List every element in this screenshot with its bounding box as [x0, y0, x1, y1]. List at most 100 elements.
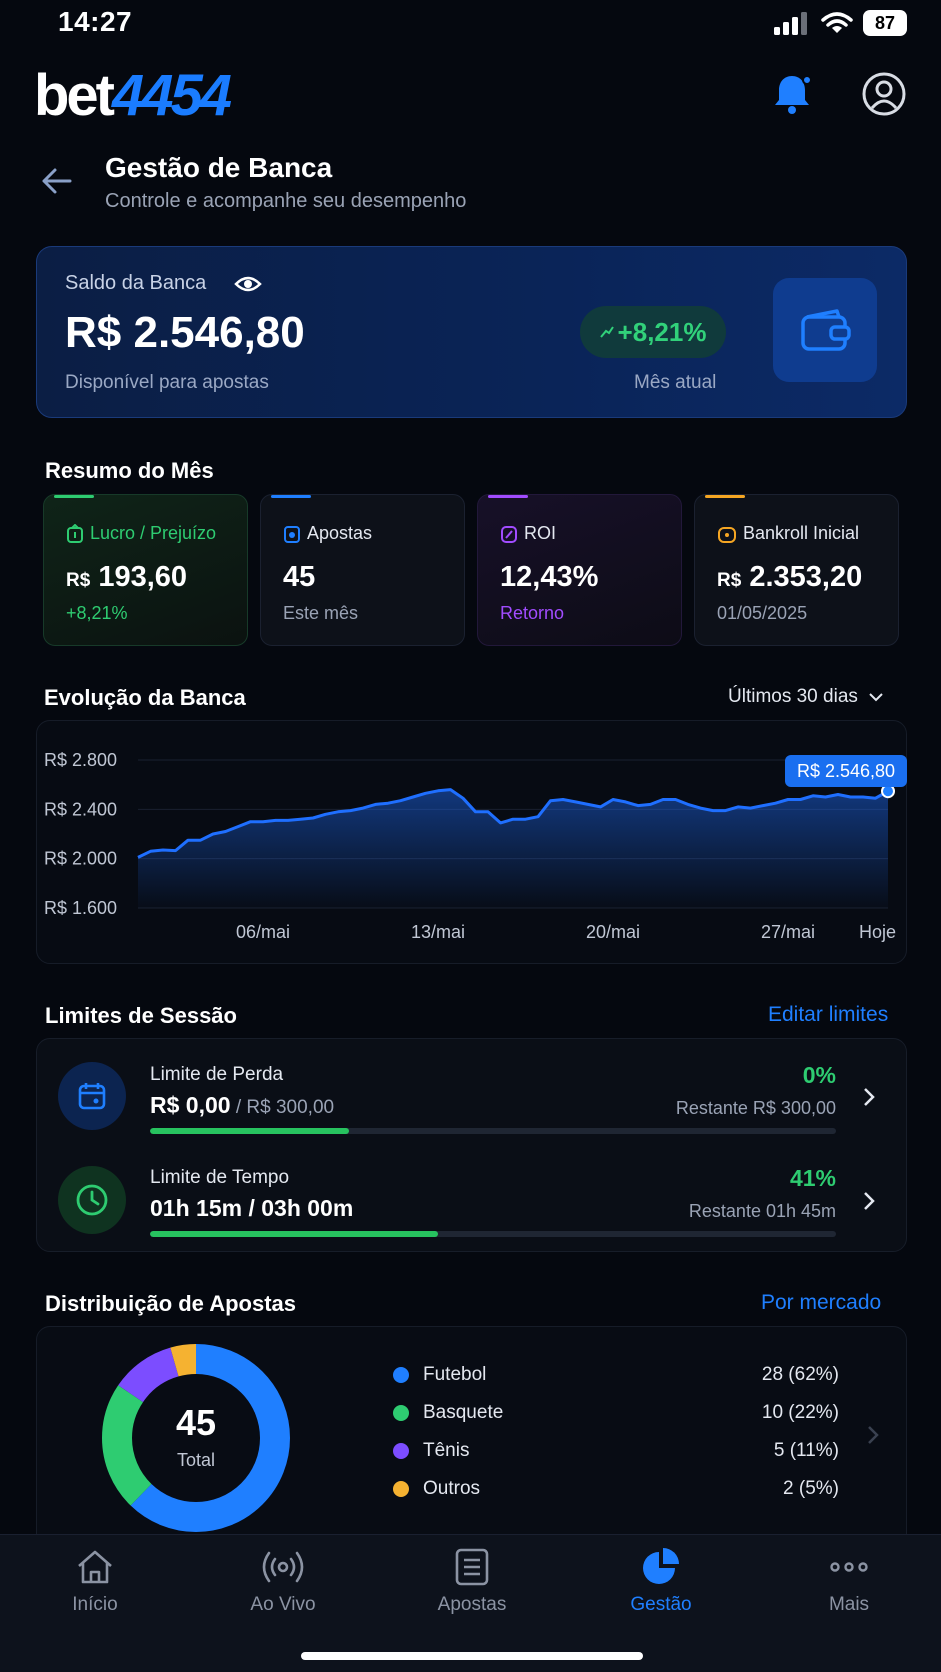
time-limit-progress-fill [150, 1231, 439, 1237]
series-area [138, 789, 888, 908]
x-tick-label: 13/mai [411, 922, 465, 942]
stat-foot: Retorno [500, 603, 565, 623]
series-line [137, 788, 889, 859]
legend-dot [393, 1481, 409, 1497]
wallet-button[interactable] [773, 278, 877, 382]
back-button[interactable] [40, 166, 74, 196]
signal-icon [774, 12, 807, 35]
eye-icon [234, 276, 262, 292]
stat-label: Bankroll Inicial [717, 523, 859, 544]
wallet-icon [801, 309, 851, 351]
legend-row: Futebol 28 (62%) [393, 1360, 839, 1390]
stat-card-bets[interactable]: Apostas 45 Este mês [260, 494, 465, 646]
legend-value: 2 (5%) [783, 1478, 839, 1499]
balance-available-label: Disponível para apostas [65, 372, 269, 393]
piggy-bank-icon [718, 526, 736, 543]
pie-chart-icon [643, 1548, 679, 1584]
profile-button[interactable] [862, 72, 906, 116]
donut-total-label: Total [176, 1450, 216, 1470]
stat-card-profit[interactable]: Lucro / Prejuízo R$ 193,60 +8,21% [43, 494, 248, 646]
time-limit-chevron[interactable] [862, 1190, 876, 1212]
range-selector[interactable]: Últimos 30 dias [728, 686, 884, 708]
nav-bets[interactable]: Apostas [397, 1548, 547, 1616]
brand-logo[interactable]: bet4454 [34, 62, 232, 129]
legend-name: Futebol [423, 1364, 487, 1385]
status-time: 14:27 [58, 6, 133, 37]
legend-value: 28 (62%) [761, 1364, 839, 1385]
x-tick-label: 06/mai [236, 922, 290, 942]
target-icon [501, 525, 517, 543]
page-title: Gestão de Banca [105, 152, 333, 183]
currency-symbol: R$ [717, 570, 742, 591]
nav-management[interactable]: Gestão [586, 1548, 736, 1616]
chevron-right-icon [864, 1088, 875, 1106]
stat-card-bankroll[interactable]: Bankroll Inicial R$ 2.353,20 01/05/2025 [694, 494, 899, 646]
donut-slice [102, 1344, 290, 1532]
legend-dot [393, 1405, 409, 1421]
nav-label: Ao Vivo [250, 1594, 316, 1615]
time-limit-icon-wrap [58, 1166, 126, 1234]
toggle-balance-visibility[interactable] [234, 272, 262, 296]
nav-home[interactable]: Início [20, 1548, 170, 1616]
nav-more[interactable]: Mais [774, 1548, 924, 1616]
chevron-right-icon [864, 1192, 875, 1210]
legend-row: Tênis 5 (11%) [393, 1436, 839, 1466]
loss-limit-progress [150, 1128, 836, 1134]
time-limit-title: Limite de Tempo [150, 1167, 290, 1188]
balance-period: Mês atual [634, 372, 717, 393]
donut-slice [102, 1344, 290, 1532]
loss-limit-title: Limite de Perda [150, 1064, 284, 1085]
ticket-icon [284, 525, 300, 543]
legend-name: Outros [423, 1478, 481, 1499]
notifications-button[interactable] [770, 72, 814, 116]
x-tick-label: 20/mai [586, 922, 640, 942]
stat-value: R$ 193,60 [66, 561, 187, 594]
logo-part-2: 4454 [112, 63, 232, 128]
time-limit-progress [150, 1231, 836, 1237]
trend-up-icon [599, 326, 614, 338]
currency-symbol: R$ [66, 570, 91, 591]
summary-title: Resumo do Mês [45, 458, 214, 483]
user-icon [862, 72, 906, 116]
status-icons: 87 [773, 10, 907, 36]
stat-foot: +8,21% [66, 603, 128, 623]
nav-live[interactable]: Ao Vivo [208, 1548, 358, 1616]
card-accent [271, 495, 311, 498]
loss-limit-progress-fill [150, 1128, 349, 1134]
balance-change-value: +8,21% [617, 316, 707, 347]
stat-label-text: Lucro / Prejuízo [90, 523, 217, 543]
distribution-chevron[interactable] [866, 1424, 880, 1446]
time-limit-percent: 41% [789, 1165, 836, 1191]
loss-limit-current: R$ 0,00 [150, 1092, 231, 1118]
stat-foot: 01/05/2025 [717, 603, 808, 623]
stat-label: Apostas [283, 523, 372, 544]
loss-limit-value: R$ 0,00 / R$ 300,00 [150, 1092, 334, 1119]
loss-limit-chevron[interactable] [862, 1086, 876, 1108]
loss-limit-max: / R$ 300,00 [230, 1097, 335, 1118]
evolution-chart: R$ 2.800 R$ 2.400 R$ 2.000 R$ 1.600 06/mai 13… [44, 750, 896, 942]
stat-label-text: Bankroll Inicial [743, 523, 860, 543]
card-accent [54, 495, 94, 498]
nav-label: Gestão [630, 1594, 692, 1615]
by-market-link[interactable]: Por mercado [761, 1291, 882, 1314]
clock-icon [76, 1184, 108, 1216]
legend-row: Outros 2 (5%) [393, 1474, 839, 1504]
legend-value: 5 (11%) [773, 1440, 839, 1461]
edit-limits-link[interactable]: Editar limites [768, 1003, 889, 1026]
time-limit-remaining: Restante 01h 45m [688, 1201, 836, 1221]
x-tick-label: 27/mai [761, 922, 815, 942]
stat-card-roi[interactable]: ROI 12,43% Retorno [477, 494, 682, 646]
y-tick-label: R$ 1.600 [44, 898, 117, 918]
evolution-title: Evolução da Banca [44, 685, 246, 710]
nav-label: Apostas [437, 1594, 507, 1615]
y-tick-label: R$ 2.800 [44, 750, 117, 770]
time-limit-current: 01h 15m [150, 1195, 243, 1221]
chevron-right-icon [868, 1426, 879, 1444]
legend-dot [393, 1367, 409, 1383]
page-subtitle: Controle e acompanhe seu desempenho [105, 190, 467, 212]
x-tick-label: Hoje [859, 922, 896, 942]
distribution-title: Distribuição de Apostas [45, 1291, 297, 1316]
legend-row: Basquete 10 (22%) [393, 1398, 839, 1428]
balance-label: Saldo da Banca [65, 272, 207, 294]
limits-title: Limites de Sessão [45, 1003, 237, 1028]
